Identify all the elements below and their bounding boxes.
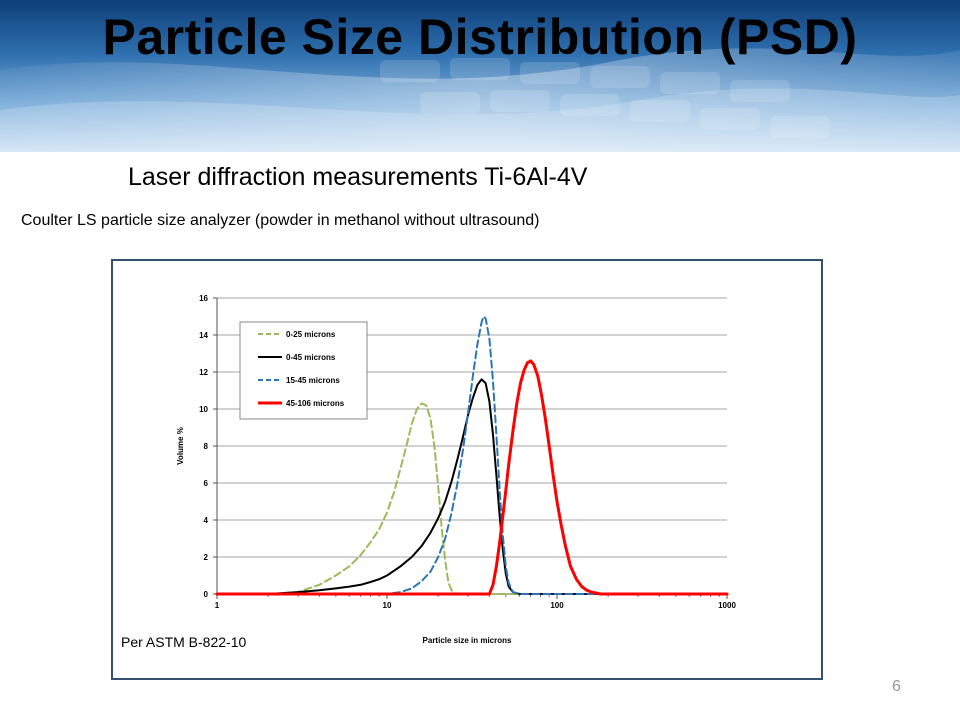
series-line-3	[216, 315, 728, 595]
x-tick-label: 1	[215, 601, 220, 610]
y-axis-label: Volume %	[176, 427, 185, 465]
footnote: Per ASTM B-822-10	[121, 634, 247, 650]
psd-chart: 0 2 4 6 8 10 12 14 16 1 10 100 1000 Volume % Particle …	[176, 294, 736, 645]
x-tick-label: 10	[383, 601, 392, 610]
y-tick-label: 6	[204, 479, 209, 488]
series-line-4	[215, 359, 729, 596]
chart-frame: 0 2 4 6 8 10 12 14 16 1 10 100 1000 Volume % Particle …	[111, 259, 823, 680]
y-tick-label: 16	[199, 294, 208, 303]
slide-number: 6	[892, 678, 901, 695]
y-tick-label: 10	[199, 405, 208, 414]
y-tick-label: 0	[204, 590, 209, 599]
x-axis-label: Particle size in microns	[423, 636, 512, 645]
legend-label: 45-106 microns	[286, 399, 345, 408]
y-tick-label: 4	[204, 516, 209, 525]
series-line-1	[216, 402, 728, 595]
slide-subtitle: Laser diffraction measurements Ti-6Al-4V	[128, 163, 588, 191]
legend-label: 15-45 microns	[286, 376, 340, 385]
slide-caption: Coulter LS particle size analyzer (powde…	[21, 212, 540, 229]
y-tick-label: 8	[204, 442, 209, 451]
x-tick-label: 100	[550, 601, 564, 610]
y-tick-label: 2	[204, 553, 209, 562]
y-tick-label: 12	[199, 368, 208, 377]
slide-title: Particle Size Distribution (PSD)	[102, 9, 858, 65]
banner-decoration	[0, 48, 960, 152]
y-tick-label: 14	[199, 331, 208, 340]
x-tick-label: 1000	[718, 601, 736, 610]
legend-label: 0-25 microns	[286, 330, 336, 339]
header-banner: Particle Size Distribution (PSD)	[0, 0, 960, 152]
legend-label: 0-45 microns	[286, 353, 336, 362]
